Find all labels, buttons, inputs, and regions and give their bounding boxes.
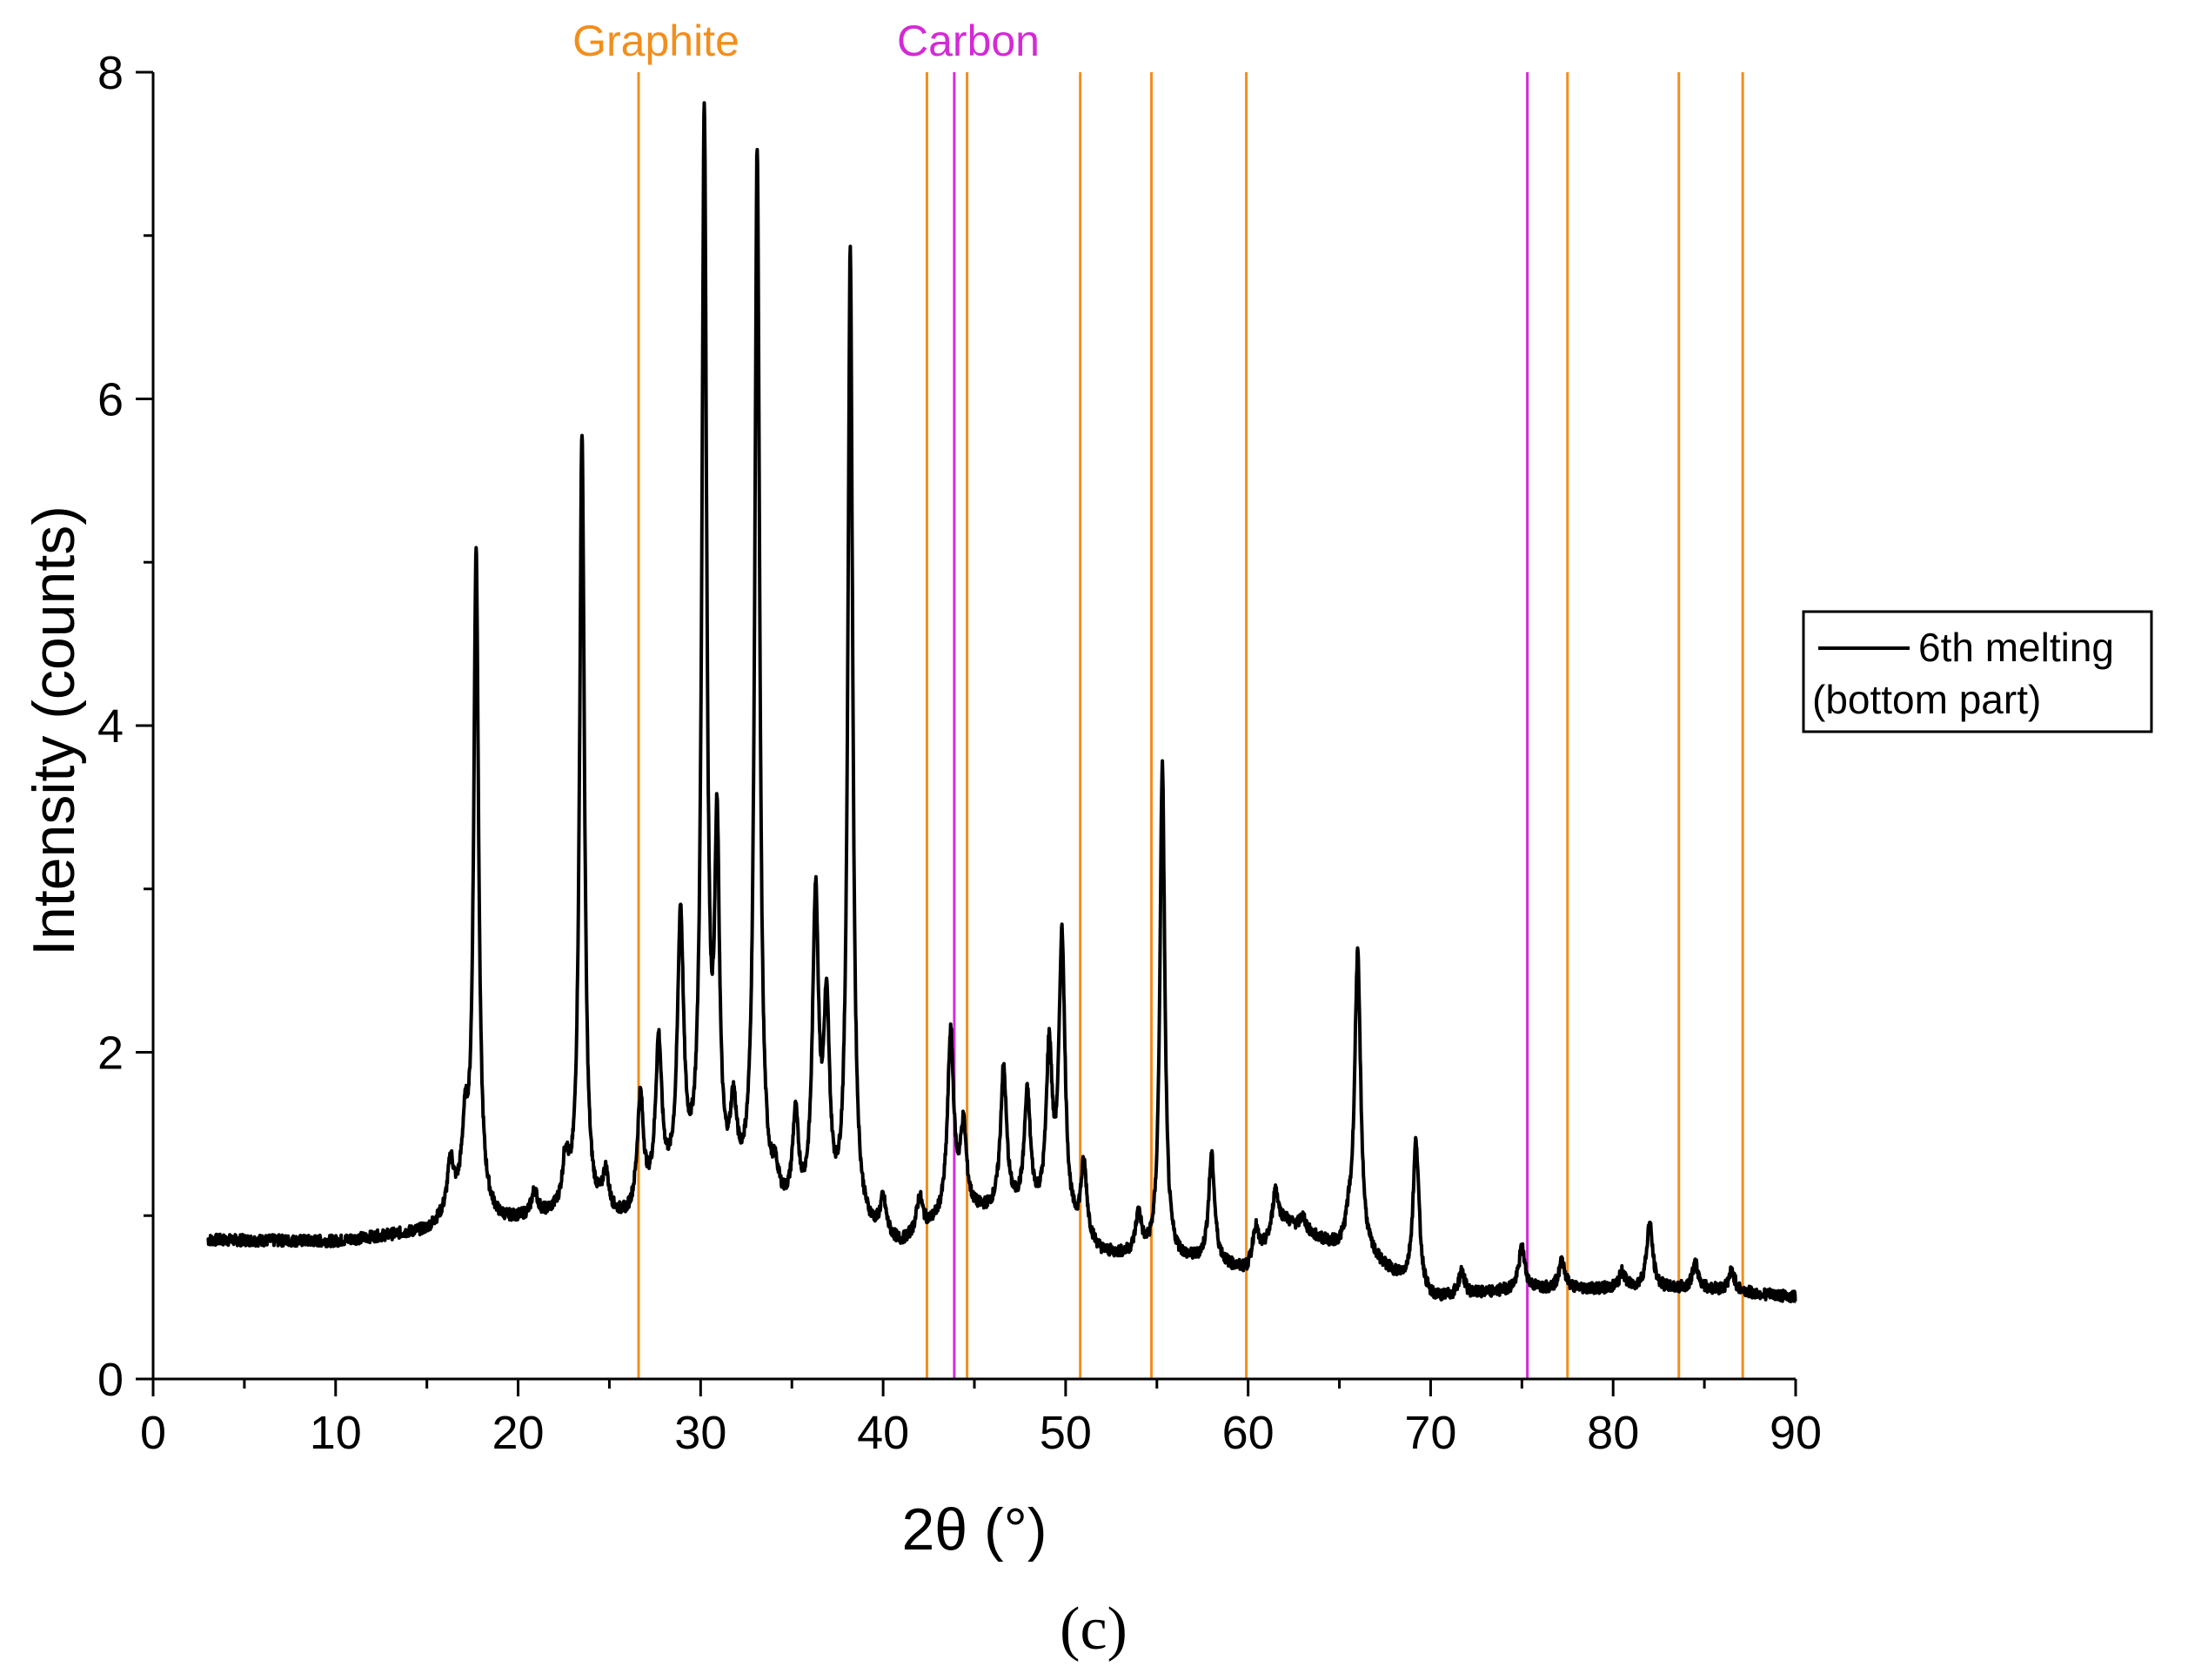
y-tick-label-4: 4 <box>97 700 124 753</box>
y-tick-label-0: 0 <box>97 1354 124 1406</box>
x-tick-label-90: 90 <box>1770 1407 1822 1459</box>
legend-label-line1: 6th melting <box>1918 625 2114 670</box>
label-graphite: Graphite <box>572 17 739 65</box>
x-tick-label-60: 60 <box>1222 1407 1275 1459</box>
x-tick-label-70: 70 <box>1404 1407 1456 1459</box>
series-line-6th-melting <box>206 101 1797 1303</box>
x-tick-label-80: 80 <box>1587 1407 1639 1459</box>
y-tick-label-6: 6 <box>97 374 124 426</box>
axes: 0 10 20 30 40 50 60 70 80 90 0 2 4 6 8 <box>97 47 1822 1459</box>
x-tick-label-50: 50 <box>1040 1407 1092 1459</box>
legend-box <box>1802 610 2153 733</box>
x-tick-label-40: 40 <box>857 1407 909 1459</box>
x-tick-label-10: 10 <box>310 1407 362 1459</box>
y-tick-label-8: 8 <box>97 47 124 99</box>
y-tick-label-2: 2 <box>97 1027 124 1080</box>
panel-label: (c) <box>1060 1596 1127 1663</box>
x-tick-label-20: 20 <box>492 1407 545 1459</box>
legend-label-line2: (bottom part) <box>1812 677 2041 722</box>
x-tick-label-0: 0 <box>140 1407 166 1459</box>
x-tick-label-30: 30 <box>674 1407 726 1459</box>
label-carbon: Carbon <box>897 17 1040 65</box>
legend: 6th melting (bottom part) <box>1802 610 2153 733</box>
reference-lines <box>637 72 1744 1379</box>
x-axis-title: 2θ (°) <box>901 1496 1047 1563</box>
y-axis-title: Intensity (counts) <box>21 505 87 956</box>
